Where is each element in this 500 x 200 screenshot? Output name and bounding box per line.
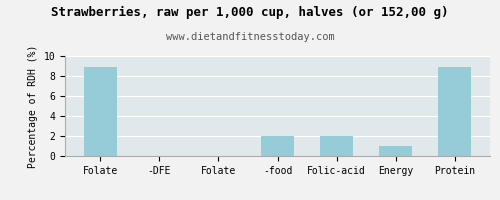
Bar bbox=[262, 136, 294, 156]
Bar bbox=[438, 67, 471, 156]
Text: Strawberries, raw per 1,000 cup, halves (or 152,00 g): Strawberries, raw per 1,000 cup, halves … bbox=[52, 6, 449, 19]
Bar bbox=[320, 136, 353, 156]
Text: www.dietandfitnesstoday.com: www.dietandfitnesstoday.com bbox=[166, 32, 334, 42]
Bar bbox=[380, 146, 412, 156]
Y-axis label: Percentage of RDH (%): Percentage of RDH (%) bbox=[28, 44, 38, 168]
Bar bbox=[84, 67, 116, 156]
